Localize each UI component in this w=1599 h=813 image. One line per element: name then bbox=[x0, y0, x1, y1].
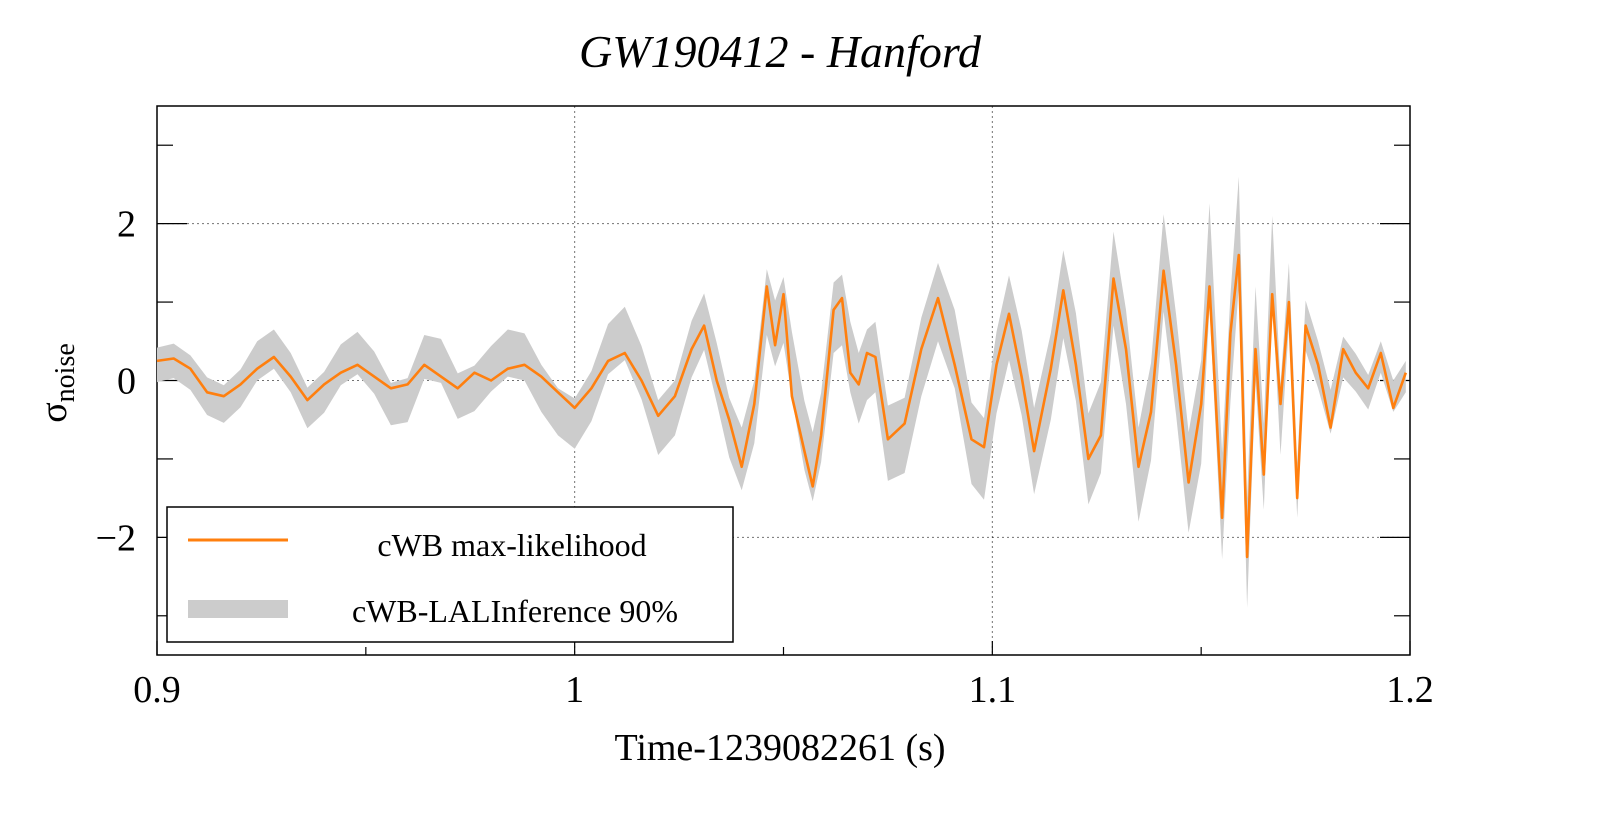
legend: cWB max-likelihood cWB-LALInference 90% bbox=[166, 506, 734, 643]
y-tick-label: −2 bbox=[96, 517, 136, 559]
grid-lines bbox=[157, 106, 1410, 655]
x-tick-label: 1 bbox=[565, 669, 584, 711]
line-layer bbox=[156, 253, 1408, 559]
tick-labels: 0.9 1 1.1 1.2 −2 0 2 bbox=[96, 204, 1434, 711]
legend-label-lalinference: cWB-LALInference 90% bbox=[352, 593, 678, 629]
chart-title: GW190412 - Hanford bbox=[579, 26, 982, 77]
legend-box bbox=[166, 506, 734, 643]
x-tick-label: 0.9 bbox=[133, 669, 181, 711]
legend-band-swatch bbox=[188, 600, 288, 618]
series-max-likelihood-line bbox=[156, 253, 1408, 559]
legend-label-max-likelihood: cWB max-likelihood bbox=[377, 527, 646, 563]
y-axis-label: σnoise bbox=[33, 343, 81, 423]
y-tick-label: 2 bbox=[117, 204, 136, 246]
x-axis-label: Time-1239082261 (s) bbox=[614, 727, 945, 769]
x-tick-label: 1.1 bbox=[969, 669, 1017, 711]
series-lalinference-band bbox=[157, 176, 1406, 608]
y-tick-label: 0 bbox=[117, 361, 136, 403]
y-axis-label-main: σ bbox=[33, 402, 75, 422]
band-layer bbox=[157, 176, 1406, 608]
y-axis-label-subscript: noise bbox=[50, 343, 81, 402]
x-tick-label: 1.2 bbox=[1386, 669, 1434, 711]
plot-area: 0.9 1 1.1 1.2 −2 0 2 bbox=[96, 105, 1434, 711]
